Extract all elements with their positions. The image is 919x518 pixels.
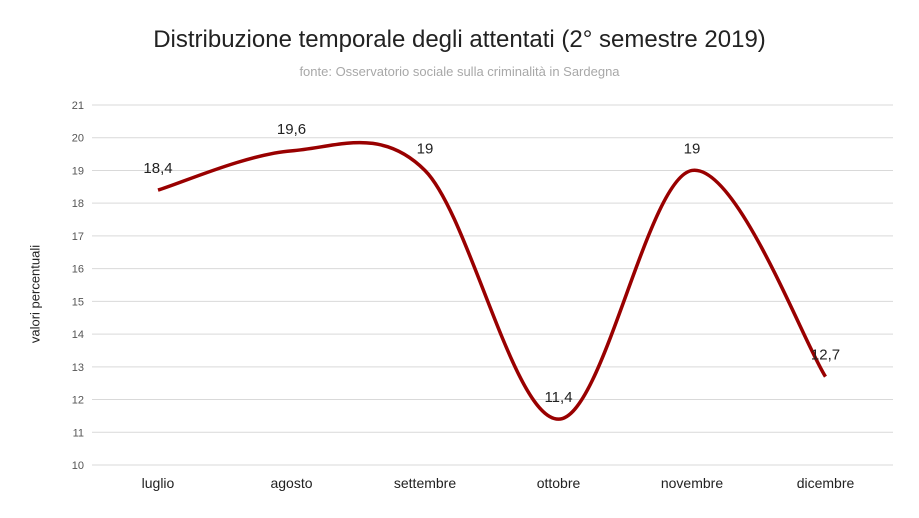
data-label: 12,7 xyxy=(811,347,840,364)
x-tick-label: ottobre xyxy=(537,475,581,491)
y-tick-labels: 10 11 12 13 14 15 16 17 18 19 20 21 xyxy=(72,100,84,472)
y-tick-label: 13 xyxy=(72,362,84,374)
chart-title: Distribuzione temporale degli attentati … xyxy=(153,26,766,53)
series-lines xyxy=(157,140,827,421)
y-tick-label: 12 xyxy=(72,395,84,407)
x-tick-label: agosto xyxy=(270,475,312,491)
x-tick-labels: luglio agosto settembre ottobre novembre dice… xyxy=(142,475,855,491)
chart-subtitle: fonte: Osservatorio sociale sulla crimin… xyxy=(299,64,620,79)
y-tick-label: 21 xyxy=(72,100,84,112)
y-tick-label: 16 xyxy=(72,264,84,276)
y-tick-label: 17 xyxy=(72,231,84,243)
y-tick-label: 11 xyxy=(73,427,84,439)
y-tick-label: 18 xyxy=(72,198,84,210)
data-label: 19,6 xyxy=(277,121,306,138)
x-tick-label: dicembre xyxy=(797,475,855,491)
data-label: 11,4 xyxy=(544,389,572,406)
data-labels: 18,4 19,6 19 11,4 19 12,7 xyxy=(143,121,840,406)
y-tick-label: 10 xyxy=(72,460,84,472)
data-label: 19 xyxy=(684,140,701,157)
gridlines xyxy=(92,104,893,466)
y-tick-label: 20 xyxy=(72,133,84,145)
y-tick-label: 15 xyxy=(72,296,84,308)
data-label: 18,4 xyxy=(143,160,172,177)
y-tick-label: 14 xyxy=(72,329,84,341)
x-tick-label: luglio xyxy=(142,475,175,491)
series-line xyxy=(157,140,827,421)
y-tick-label: 19 xyxy=(72,165,84,177)
x-tick-label: settembre xyxy=(394,475,456,491)
x-tick-label: novembre xyxy=(661,475,723,491)
data-label: 19 xyxy=(417,140,434,157)
